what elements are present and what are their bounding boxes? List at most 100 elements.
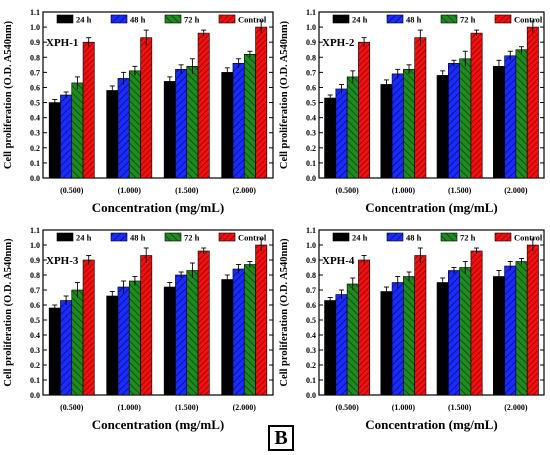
x-tick-label: (1.500) — [448, 403, 472, 412]
x-tick-label: (2.000) — [504, 186, 528, 195]
bar — [175, 69, 188, 179]
legend-swatch — [56, 14, 74, 24]
bar — [335, 88, 348, 179]
bar — [82, 259, 95, 396]
bar — [470, 32, 483, 179]
legend-swatch — [110, 14, 128, 24]
legend-swatch — [218, 14, 236, 24]
plot-frame — [42, 11, 274, 179]
y-axis-label: Cell proliferation (O.D. A540nm) — [279, 20, 290, 169]
y-tick-label: 0.6 — [306, 301, 316, 310]
legend-label: Control — [238, 233, 267, 243]
panels-root: 0.0 0.1 0.2 0.3 0.4 0.5 0.6 0.7 0.8 0.9 1.0 1.1 Cell… — [3, 8, 545, 432]
bar — [504, 265, 517, 396]
x-tick-label: (2.000) — [233, 186, 257, 195]
legend-swatch — [440, 232, 458, 242]
y-tick-label: 0.9 — [306, 256, 316, 265]
legend-swatch — [332, 14, 350, 24]
legend-label: 72 h — [460, 233, 476, 243]
bar — [526, 244, 539, 396]
bar — [186, 66, 199, 179]
y-tick-label: 1.0 — [306, 23, 316, 32]
x-tick-label: (0.500) — [60, 186, 84, 195]
legend-label: 72 h — [184, 15, 200, 25]
bar — [526, 26, 539, 179]
y-tick-label: 0.5 — [30, 99, 40, 108]
y-tick-label: 0.6 — [306, 83, 316, 92]
y-tick-label: 0.5 — [306, 316, 316, 325]
bar — [60, 94, 73, 179]
y-tick-label: 0.1 — [306, 376, 316, 385]
legend-label: 48 h — [406, 15, 422, 25]
bar — [492, 66, 505, 179]
legend-swatch — [56, 232, 74, 242]
bar — [391, 73, 404, 179]
y-tick-label: 0.7 — [30, 68, 40, 77]
y-tick-label: 1.1 — [30, 226, 40, 235]
bar — [106, 295, 119, 396]
legend-swatch — [440, 14, 458, 24]
bar — [232, 63, 245, 179]
y-tick-label: 0.9 — [30, 38, 40, 47]
legend-swatch — [164, 14, 182, 24]
y-axis-label: Cell proliferation (O.D. A540nm) — [3, 238, 14, 387]
y-tick-label: 0.7 — [306, 286, 316, 295]
x-tick-label: (2.000) — [504, 403, 528, 412]
x-tick-label: (1.000) — [118, 186, 142, 195]
bar — [391, 282, 404, 396]
bar — [48, 102, 61, 179]
x-tick-label: (1.500) — [175, 186, 199, 195]
bar — [48, 307, 61, 396]
y-tick-label: 0.0 — [30, 391, 40, 400]
bar — [197, 250, 210, 396]
legend-swatch — [494, 232, 512, 242]
bar — [71, 289, 84, 396]
legend-label: 48 h — [130, 233, 146, 243]
bar — [255, 26, 268, 179]
bar — [403, 69, 415, 179]
bar — [515, 49, 528, 179]
y-axis-label: Cell proliferation (O.D. A540nm) — [279, 238, 290, 387]
bar — [197, 32, 210, 179]
bar — [324, 97, 337, 179]
legend-label: 48 h — [406, 233, 422, 243]
bar — [380, 291, 393, 396]
legend-label: 24 h — [76, 233, 92, 243]
legend-swatch — [164, 232, 182, 242]
y-tick-label: 0.3 — [306, 346, 316, 355]
x-tick-label: (0.500) — [335, 186, 359, 195]
legend-label: 24 h — [352, 15, 368, 25]
bar — [243, 264, 256, 396]
bar — [175, 274, 188, 396]
figure-panel-letter: B — [268, 425, 294, 451]
bar — [324, 300, 337, 396]
bar — [515, 261, 528, 396]
y-tick-label: 0.2 — [30, 361, 40, 370]
legend-swatch — [386, 232, 404, 242]
bar — [346, 76, 359, 179]
x-tick-label: (1.000) — [392, 403, 416, 412]
bar — [470, 250, 483, 396]
y-axis-label: Cell proliferation (O.D. A540nm) — [3, 20, 14, 169]
x-tick-label: (1.000) — [392, 186, 416, 195]
y-tick-label: 0.8 — [30, 53, 40, 62]
x-tick-label: (1.500) — [448, 186, 472, 195]
x-tick-label: (1.000) — [118, 403, 142, 412]
legend-swatch — [386, 14, 404, 24]
bar — [221, 72, 234, 179]
y-tick-label: 0.8 — [306, 53, 316, 62]
bar — [492, 276, 505, 396]
bar — [414, 255, 427, 396]
panel-label: XPH-4 — [322, 255, 355, 267]
y-tick-label: 0.3 — [30, 129, 40, 138]
bar — [106, 90, 119, 179]
bar — [436, 282, 449, 396]
y-tick-label: 1.1 — [306, 226, 316, 235]
plot-frame — [318, 11, 545, 179]
y-tick-label: 0.2 — [306, 361, 316, 370]
y-tick-label: 0.1 — [30, 376, 40, 385]
legend-label: 72 h — [184, 233, 200, 243]
legend-swatch — [332, 232, 350, 242]
bar — [82, 41, 95, 179]
y-tick-label: 0.4 — [30, 331, 40, 340]
